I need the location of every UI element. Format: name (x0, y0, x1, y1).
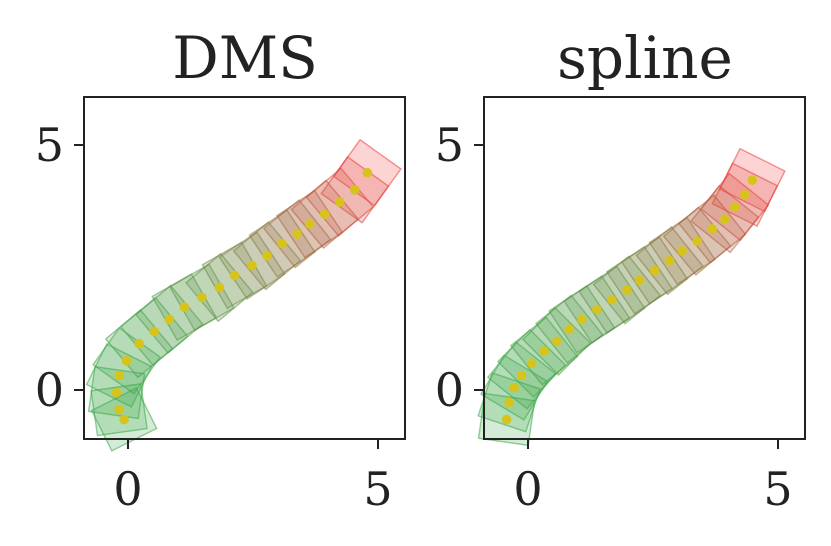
spline-data-point (634, 275, 645, 286)
dms-xtick-0-label: 0 (113, 462, 142, 516)
dms-ytick-0-label: 0 (35, 363, 64, 417)
spline-data-point (592, 304, 602, 315)
dms-data-point (179, 302, 190, 312)
dms-data-point (262, 250, 272, 261)
spline-data-point (649, 265, 660, 276)
spline-data-point (729, 202, 740, 212)
dms-data-point (134, 338, 144, 349)
dms-data-point (164, 314, 175, 325)
spline-ytick-0-label: 0 (435, 363, 464, 417)
dms-data-point (292, 229, 302, 239)
dms-data-point (319, 209, 330, 220)
dms-data-point (304, 219, 315, 229)
spline-data-point (622, 285, 632, 295)
spline-data-point (539, 346, 549, 356)
spline-data-point (747, 175, 758, 185)
dms-data-point (334, 197, 345, 207)
spline-data-point (692, 236, 702, 246)
spline-title: spline (557, 24, 733, 92)
spline-data-point (501, 414, 512, 425)
dms-data-point (121, 356, 132, 366)
dms-data-point (350, 185, 360, 195)
dms-data-point (119, 414, 129, 425)
dms-data-point (114, 404, 124, 415)
dms-data-point (114, 370, 124, 381)
spline-ytick-5-label: 5 (435, 118, 464, 172)
dms-ytick-5-label: 5 (35, 118, 64, 172)
spline-xtick-5-label: 5 (763, 462, 792, 516)
dms-axes-frame (83, 96, 406, 440)
dms-data-point (197, 292, 207, 303)
dms-marks (85, 138, 402, 452)
spline-data-point (577, 314, 587, 325)
dms-data-point (214, 282, 225, 293)
dms-data-point (277, 238, 287, 249)
spline-data-point (564, 324, 575, 334)
spline-panel: spline 5 0 0 5 (435, 24, 806, 516)
spline-data-point (740, 189, 750, 200)
dms-data-point (229, 270, 240, 281)
spline-data-point (509, 382, 519, 393)
spline-data-point (707, 224, 718, 234)
spline-data-point (551, 336, 562, 347)
spline-data-point (516, 370, 527, 381)
dms-data-point (149, 326, 160, 337)
spline-data-point (526, 358, 537, 369)
dms-xtick-5-label: 5 (363, 462, 392, 516)
spline-xtick-0-label: 0 (513, 462, 542, 516)
spline-data-point (607, 294, 617, 305)
dms-data-point (362, 167, 373, 178)
spline-marks (477, 147, 786, 447)
spline-data-point (677, 246, 687, 256)
spline-data-point (719, 214, 730, 224)
spline-data-point (504, 397, 514, 408)
dms-data-point (111, 387, 122, 398)
dms-panel: DMS 5 0 0 5 (35, 24, 406, 516)
spline-data-point (664, 255, 675, 266)
dms-data-point (247, 260, 257, 271)
dms-title: DMS (172, 24, 318, 92)
spline-axes-frame (483, 96, 806, 440)
